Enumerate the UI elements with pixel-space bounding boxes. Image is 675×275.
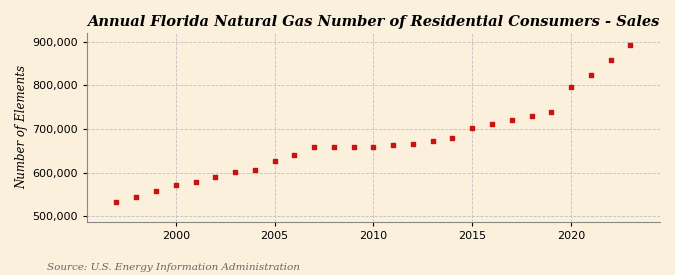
Point [566,84,576,89]
Point [585,73,596,78]
Point [348,144,359,149]
Point [506,118,517,122]
Point [408,142,418,146]
Point [210,175,221,179]
Point [269,158,280,163]
Title: Annual Florida Natural Gas Number of Residential Consumers - Sales: Annual Florida Natural Gas Number of Res… [87,15,659,29]
Point [151,189,161,193]
Point [625,43,636,47]
Point [387,143,398,147]
Point [487,122,497,126]
Point [308,145,319,150]
Point [190,180,201,185]
Point [605,58,616,63]
Point [427,139,438,144]
Point [170,183,181,187]
Point [467,126,478,130]
Point [526,113,537,118]
Point [131,195,142,199]
Y-axis label: Number of Elements: Number of Elements [15,65,28,189]
Point [250,167,261,172]
Point [289,153,300,157]
Point [447,136,458,141]
Point [111,200,122,204]
Text: Source: U.S. Energy Information Administration: Source: U.S. Energy Information Administ… [47,263,300,272]
Point [230,170,240,174]
Point [546,109,557,114]
Point [329,144,340,149]
Point [368,144,379,149]
